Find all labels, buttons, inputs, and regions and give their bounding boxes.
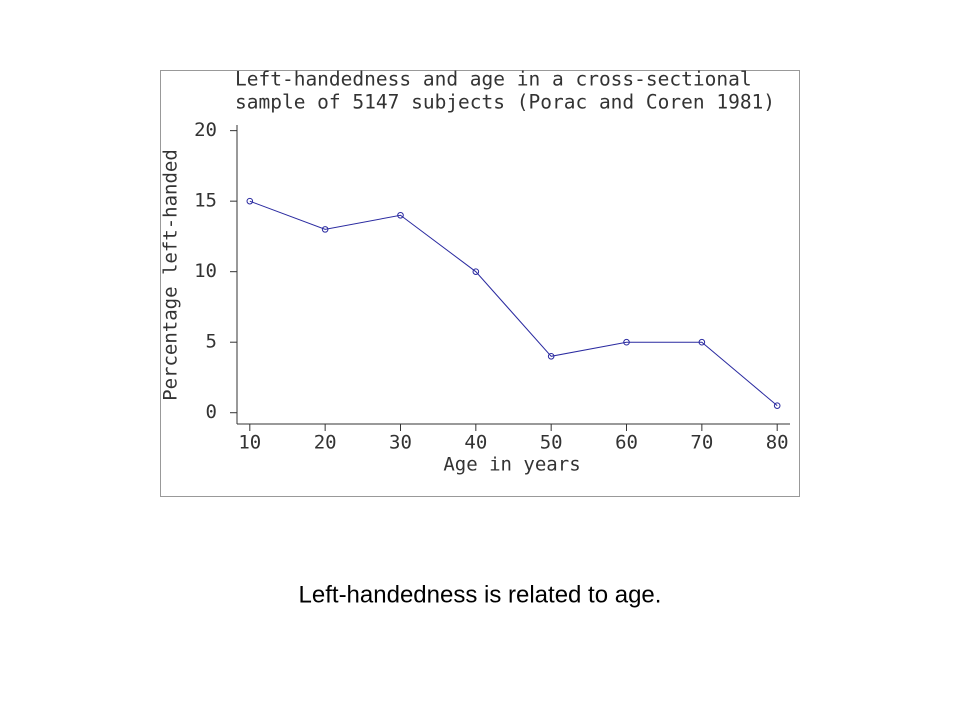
data-point bbox=[321, 226, 329, 233]
data-point bbox=[773, 402, 781, 409]
x-tick-label: 60 bbox=[615, 432, 638, 454]
caption: Left-handedness is related to age. bbox=[299, 581, 662, 608]
y-tick-label: 20 bbox=[194, 119, 217, 141]
x-tick-label: 30 bbox=[389, 432, 412, 454]
data-point bbox=[472, 268, 480, 275]
y-tick-label: 15 bbox=[194, 190, 217, 212]
data-point bbox=[397, 211, 404, 219]
data-line bbox=[249, 200, 778, 407]
chart-frame bbox=[160, 70, 800, 497]
y-tick-label: 10 bbox=[194, 260, 217, 282]
x-tick-label: 80 bbox=[766, 432, 789, 454]
y-tick-label: 5 bbox=[206, 331, 217, 353]
x-axis-label: Age in years bbox=[443, 454, 580, 476]
data-point bbox=[246, 197, 254, 205]
x-tick-label: 20 bbox=[314, 432, 337, 454]
x-tick-label: 10 bbox=[238, 432, 261, 454]
data-point bbox=[623, 338, 630, 346]
chart-title: Left-handedness and age in a cross-secti… bbox=[235, 68, 752, 91]
data-point bbox=[547, 353, 555, 360]
x-tick-label: 70 bbox=[690, 432, 713, 454]
chart-title: sample of 5147 subjects (Porac and Coren… bbox=[235, 91, 775, 114]
data-point bbox=[698, 338, 706, 346]
y-axis-label: Percentage left-handed bbox=[160, 149, 182, 401]
x-tick-label: 40 bbox=[464, 432, 487, 454]
y-tick-label: 0 bbox=[206, 401, 217, 423]
x-tick-label: 50 bbox=[540, 432, 563, 454]
